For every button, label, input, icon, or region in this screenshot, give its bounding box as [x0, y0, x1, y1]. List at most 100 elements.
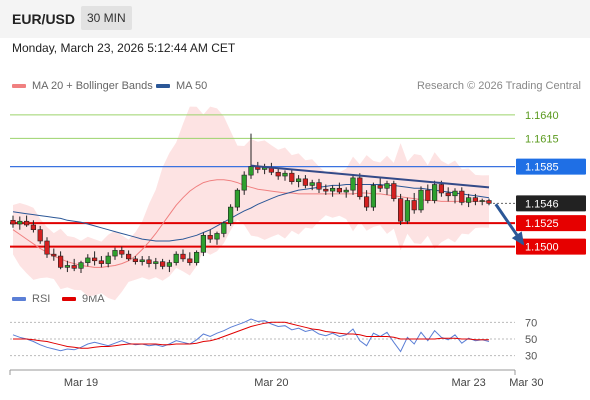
candle-body	[282, 172, 288, 177]
candle	[397, 193, 404, 225]
candle-body	[105, 255, 111, 264]
candle	[30, 220, 37, 233]
candle-body	[289, 172, 295, 182]
rsi-tick-70: 70	[525, 317, 537, 329]
candle	[10, 215, 16, 228]
candle-body	[425, 189, 431, 201]
candle	[391, 180, 397, 202]
legend-ma20-label: MA 20 + Bollinger Bands	[32, 80, 153, 92]
ma50-swatch	[156, 84, 170, 89]
candle-body	[98, 260, 104, 264]
candle	[166, 259, 173, 273]
candle	[221, 221, 227, 238]
candle-body	[214, 233, 220, 240]
candle	[153, 257, 159, 270]
candle-body	[37, 229, 43, 242]
candle-body	[23, 220, 30, 226]
level-tag-last-price	[516, 195, 586, 212]
candle	[51, 248, 57, 261]
candle-body	[445, 192, 451, 197]
candle-body	[384, 183, 390, 189]
candle	[323, 184, 329, 195]
candle-body	[418, 189, 424, 211]
candle-body	[479, 200, 485, 202]
instrument-symbol: EUR/USD	[12, 11, 76, 27]
candle	[105, 252, 111, 268]
candle-body	[438, 184, 445, 194]
candle	[316, 178, 322, 193]
candle-body	[221, 222, 227, 234]
candle-body	[363, 196, 370, 208]
bollinger-band	[13, 106, 489, 301]
candle-body	[85, 257, 91, 263]
x-tick-label: Mar 20	[254, 377, 288, 389]
candle	[207, 229, 213, 243]
header-bar: EUR/USD 30 MIN	[0, 0, 590, 38]
candle	[214, 231, 220, 245]
candle-body	[92, 257, 98, 262]
candle	[336, 182, 343, 194]
candle-body	[472, 197, 479, 202]
candle-body	[57, 255, 64, 268]
candle	[37, 225, 43, 244]
candle	[71, 258, 77, 272]
candle-body	[486, 200, 492, 204]
rsi-tick-30: 30	[525, 351, 537, 363]
ma20-line	[12, 179, 489, 268]
candle-body	[323, 188, 329, 192]
candle-body	[357, 177, 363, 198]
candle	[241, 171, 247, 195]
legend-ma20: MA 20 + Bollinger Bands	[12, 80, 153, 92]
candle	[479, 198, 485, 206]
candle-body	[336, 187, 343, 193]
candle-body	[187, 258, 193, 263]
candle	[119, 246, 125, 258]
candle-body	[139, 259, 145, 263]
legend-rsi: RSI	[12, 293, 50, 305]
candle-body	[465, 197, 472, 203]
candle	[234, 188, 241, 211]
candle	[17, 216, 23, 230]
candle-body	[411, 200, 417, 211]
candle-body	[10, 219, 16, 225]
timeframe-button[interactable]: 30 MIN	[81, 6, 132, 30]
candle-body	[459, 190, 465, 203]
datetime-label: Monday, March 23, 2026 5:12:44 AM CET	[12, 41, 236, 55]
candle	[295, 175, 302, 188]
candle	[425, 184, 431, 204]
candle	[472, 193, 479, 206]
candle-body	[248, 166, 254, 176]
candle-body	[51, 253, 57, 257]
candle-body	[153, 261, 159, 264]
candle	[302, 175, 309, 189]
candle-body	[431, 184, 438, 201]
candle	[431, 180, 438, 204]
candle	[350, 174, 356, 195]
candle	[282, 170, 288, 181]
candle-body	[160, 261, 166, 267]
candle	[132, 256, 139, 265]
candle	[289, 169, 295, 185]
x-tick-label: Mar 19	[64, 377, 98, 389]
credit-text: Research © 2026 Trading Central	[416, 80, 581, 92]
x-tick-label: Mar 23	[451, 377, 485, 389]
candle	[411, 192, 417, 214]
rsi-swatch	[12, 297, 26, 302]
candle-body	[452, 190, 458, 197]
candle-body	[329, 187, 336, 192]
candle-body	[126, 253, 132, 260]
trendline	[250, 164, 490, 189]
candle	[377, 176, 383, 193]
candle-body	[295, 178, 302, 182]
candle-body	[316, 182, 322, 190]
rsi-ma-swatch	[62, 297, 76, 302]
candle-body	[194, 251, 200, 263]
candle-body	[30, 224, 37, 230]
level-label-last-price: 1.1546	[525, 198, 559, 210]
candle-body	[391, 183, 397, 199]
candle-body	[397, 198, 404, 222]
candle-body	[302, 178, 309, 186]
rsi-ma-line	[13, 321, 489, 349]
candle	[418, 186, 424, 213]
